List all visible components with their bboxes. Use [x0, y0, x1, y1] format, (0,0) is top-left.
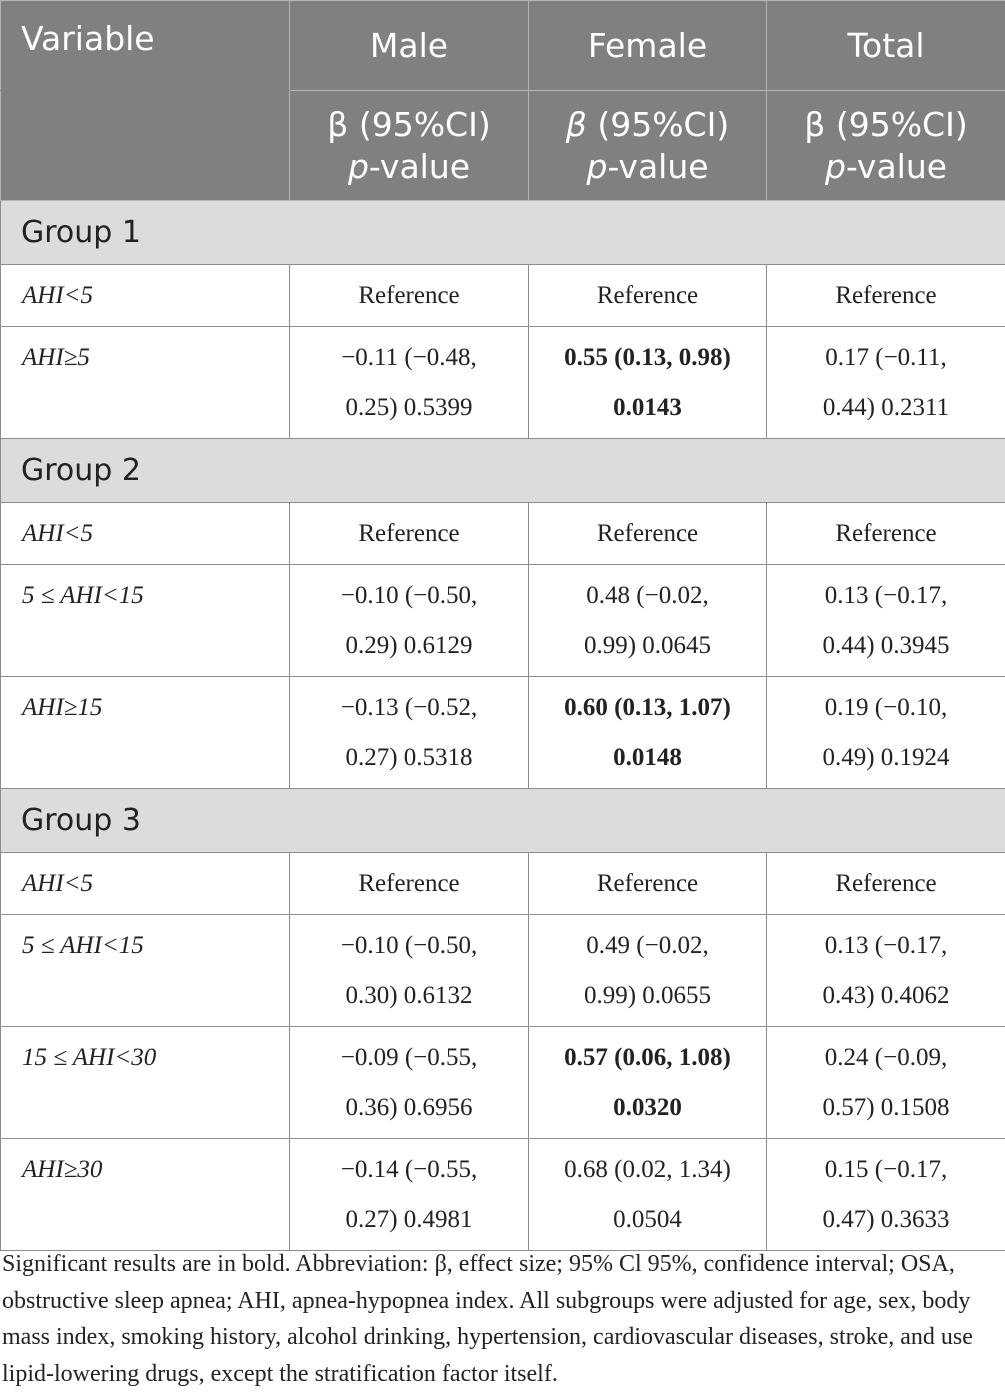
- table-row: AHI≥5 −0.11 (−0.48, 0.25) 0.5399 0.55 (0.…: [0, 326, 1005, 439]
- beta-symbol: β: [565, 104, 587, 144]
- table-row: AHI≥30 −0.14 (−0.55, 0.27) 0.4981 0.68 (0…: [0, 1138, 1005, 1251]
- total-cell: 0.17 (−0.11, 0.44) 0.2311: [766, 326, 1005, 439]
- group-title: Group 2: [0, 438, 1005, 503]
- total-cell: 0.13 (−0.17, 0.43) 0.4062: [766, 914, 1005, 1027]
- results-table: Variable Male Female Total β (95%CI) p-v…: [0, 0, 1005, 1251]
- beta-ci-label: β (95%CI): [327, 104, 491, 144]
- value-label: -value: [607, 146, 709, 186]
- male-cell: Reference: [289, 502, 529, 565]
- female-cell: 0.49 (−0.02, 0.99) 0.0655: [528, 914, 767, 1027]
- value-label: -value: [368, 146, 471, 186]
- beta-ci-label: β (95%CI): [565, 104, 730, 144]
- total-cell: 0.13 (−0.17, 0.44) 0.3945: [766, 564, 1005, 677]
- variable-cell: AHI<5: [0, 264, 290, 327]
- variable-cell: 5 ≤ AHI<15: [0, 564, 290, 677]
- table-row: 5 ≤ AHI<15 −0.10 (−0.50, 0.29) 0.6129 0.4…: [0, 564, 1005, 677]
- table-row: 15 ≤ AHI<30 −0.09 (−0.55, 0.36) 0.6956 0.…: [0, 1026, 1005, 1139]
- male-cell: Reference: [289, 264, 529, 327]
- male-cell: −0.14 (−0.55, 0.27) 0.4981: [289, 1138, 529, 1251]
- header-male: Male: [289, 0, 529, 91]
- group-title: Group 3: [0, 788, 1005, 853]
- table-footnote: Significant results are in bold. Abbrevi…: [2, 1251, 973, 1387]
- male-cell: −0.10 (−0.50, 0.29) 0.6129: [289, 564, 529, 677]
- header-female: Female: [528, 0, 767, 91]
- header-male-stat: β (95%CI) p-value: [289, 90, 529, 201]
- female-cell: 0.48 (−0.02, 0.99) 0.0645: [528, 564, 767, 677]
- p-label: p: [586, 146, 608, 186]
- group-row: Group 1: [0, 200, 1005, 265]
- female-cell-significant: 0.55 (0.13, 0.98) 0.0143: [528, 326, 767, 439]
- header-female-stat: β (95%CI) p-value: [528, 90, 767, 201]
- header-variable-blank: [0, 90, 290, 201]
- female-cell-significant: 0.57 (0.06, 1.08) 0.0320: [528, 1026, 767, 1139]
- group-row: Group 2: [0, 438, 1005, 503]
- table-row: AHI<5 Reference Reference Reference: [0, 852, 1005, 915]
- value-label: -value: [845, 146, 948, 186]
- total-cell: Reference: [766, 852, 1005, 915]
- table-row: AHI<5 Reference Reference Reference: [0, 264, 1005, 327]
- beta-ci-label: β (95%CI): [804, 104, 968, 144]
- table-row: AHI≥15 −0.13 (−0.52, 0.27) 0.5318 0.60 (0…: [0, 676, 1005, 789]
- total-cell: 0.19 (−0.10, 0.49) 0.1924: [766, 676, 1005, 789]
- total-cell: 0.24 (−0.09, 0.57) 0.1508: [766, 1026, 1005, 1139]
- male-cell: −0.13 (−0.52, 0.27) 0.5318: [289, 676, 529, 789]
- male-cell: −0.11 (−0.48, 0.25) 0.5399: [289, 326, 529, 439]
- male-cell: −0.09 (−0.55, 0.36) 0.6956: [289, 1026, 529, 1139]
- variable-cell: 5 ≤ AHI<15: [0, 914, 290, 1027]
- female-cell: 0.68 (0.02, 1.34) 0.0504: [528, 1138, 767, 1251]
- table-row: AHI<5 Reference Reference Reference: [0, 502, 1005, 565]
- male-cell: Reference: [289, 852, 529, 915]
- header-total-stat: β (95%CI) p-value: [766, 90, 1005, 201]
- female-cell: Reference: [528, 502, 767, 565]
- table-row: 5 ≤ AHI<15 −0.10 (−0.50, 0.30) 0.6132 0.4…: [0, 914, 1005, 1027]
- variable-cell: AHI<5: [0, 502, 290, 565]
- total-cell: Reference: [766, 502, 1005, 565]
- p-label: p: [824, 146, 846, 186]
- variable-cell: AHI≥15: [0, 676, 290, 789]
- variable-cell: 15 ≤ AHI<30: [0, 1026, 290, 1139]
- group-row: Group 3: [0, 788, 1005, 853]
- female-cell-significant: 0.60 (0.13, 1.07) 0.0148: [528, 676, 767, 789]
- female-cell: Reference: [528, 264, 767, 327]
- male-cell: −0.10 (−0.50, 0.30) 0.6132: [289, 914, 529, 1027]
- p-label: p: [347, 146, 369, 186]
- group-title: Group 1: [0, 200, 1005, 265]
- variable-cell: AHI≥5: [0, 326, 290, 439]
- total-cell: Reference: [766, 264, 1005, 327]
- variable-cell: AHI<5: [0, 852, 290, 915]
- total-cell: 0.15 (−0.17, 0.47) 0.3633: [766, 1138, 1005, 1251]
- variable-cell: AHI≥30: [0, 1138, 290, 1251]
- header-total: Total: [766, 0, 1005, 91]
- female-cell: Reference: [528, 852, 767, 915]
- header-variable: Variable: [0, 0, 290, 91]
